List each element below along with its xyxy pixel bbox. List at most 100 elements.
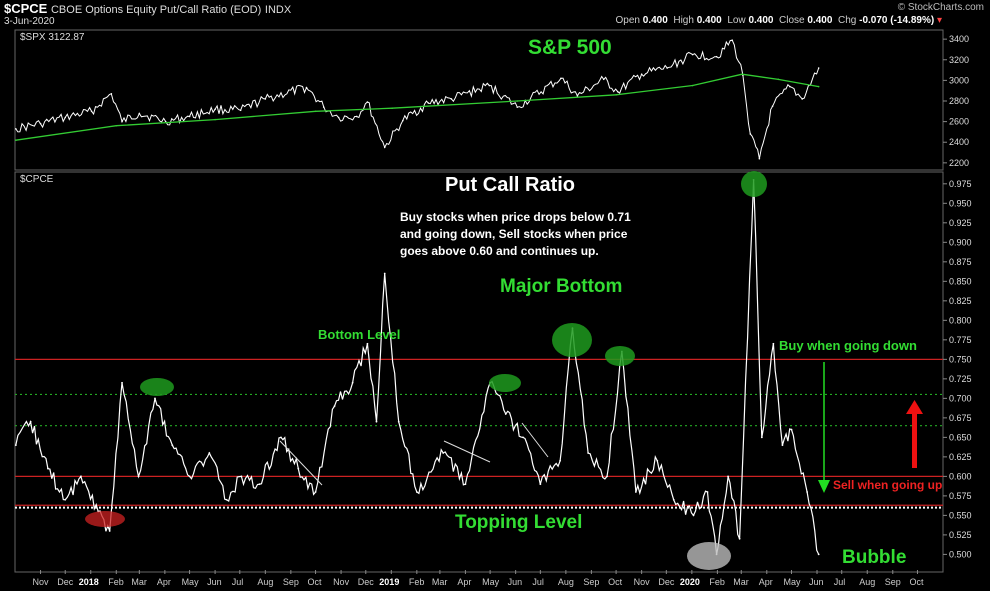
x-tick-label: May xyxy=(783,577,801,587)
red-arrow-head-icon xyxy=(906,400,923,414)
x-tick-label: Jun xyxy=(809,577,824,587)
cpce-data-point xyxy=(258,483,261,486)
spx-data-point xyxy=(801,98,803,100)
cpce-y-tick-label: 0.875 xyxy=(949,257,972,267)
cpce-panel-label: $CPCE xyxy=(20,174,54,185)
spx-data-point xyxy=(305,86,308,89)
cpce-data-point xyxy=(539,483,542,486)
major-bottom-label: Major Bottom xyxy=(500,276,622,297)
symbol-title: $CPCE CBOE Options Equity Put/Call Ratio… xyxy=(4,1,291,16)
cpce-data-point xyxy=(692,514,695,517)
chart-date: 3-Jun-2020 xyxy=(4,16,55,27)
spx-data-point xyxy=(264,98,267,100)
cpce-data-point xyxy=(559,459,562,462)
x-tick-label: Dec xyxy=(658,577,675,587)
spx-data-point xyxy=(337,116,340,119)
high-value: 0.400 xyxy=(696,15,722,26)
open-value: 0.400 xyxy=(642,15,668,26)
spx-data-point xyxy=(749,133,752,135)
cpce-data-point xyxy=(64,498,67,501)
cpce-data-point xyxy=(397,420,400,423)
spx-data-point xyxy=(640,73,643,75)
x-tick-label: Aug xyxy=(257,577,273,587)
ma-data-point xyxy=(516,100,519,102)
cpce-data-point xyxy=(606,475,608,478)
cpce-y-tick-label: 0.650 xyxy=(949,432,972,442)
cpce-data-point xyxy=(415,491,418,493)
cpce-data-point xyxy=(504,413,507,415)
green-highlight-marker xyxy=(605,346,635,366)
buy-arrow xyxy=(818,362,830,493)
cpce-data-point xyxy=(772,342,775,345)
spx-data-point xyxy=(427,102,430,104)
spx-moving-average-line xyxy=(15,73,819,141)
spx-y-tick-label: 2600 xyxy=(949,117,969,127)
spx-data-point xyxy=(771,105,774,107)
cpce-data-point xyxy=(727,475,729,478)
cpce-y-tick-label: 0.700 xyxy=(949,393,972,403)
x-tick-label: 2018 xyxy=(79,577,99,587)
down-arrow-icon: ▾ xyxy=(936,15,942,26)
ma-data-point xyxy=(15,139,17,141)
brand-logo[interactable]: © StockCharts.com xyxy=(897,2,984,13)
cpce-data-point xyxy=(464,483,467,486)
spx-data-point xyxy=(789,85,791,88)
trend-lines xyxy=(279,422,549,486)
spx-y-tick-label: 2800 xyxy=(949,96,969,106)
cpce-data-point xyxy=(14,444,17,447)
ma-data-point xyxy=(691,84,694,87)
spx-data-point xyxy=(666,67,668,69)
green-highlight-marker xyxy=(140,378,174,396)
cpce-y-tick-label: 0.725 xyxy=(949,374,972,384)
x-tick-label: Jun xyxy=(508,577,523,587)
cpce-data-point xyxy=(29,420,32,423)
green-highlight-marker xyxy=(489,374,521,392)
cpce-data-point xyxy=(154,397,156,400)
close-label: Close xyxy=(779,15,805,26)
x-tick-label: May xyxy=(482,577,500,587)
open-label: Open xyxy=(615,15,640,26)
ma-data-point xyxy=(214,118,216,121)
x-tick-label: Aug xyxy=(859,577,875,587)
cpce-data-point xyxy=(79,475,82,478)
cpce-y-tick-label: 0.850 xyxy=(949,276,972,286)
rule-text-line3: goes above 0.60 and continues up. xyxy=(400,244,599,258)
cpce-data-point xyxy=(738,537,741,540)
cpce-y-tick-label: 0.900 xyxy=(949,237,972,247)
cpce-data-point xyxy=(240,475,243,478)
cpce-panel-frame xyxy=(14,171,944,573)
spx-data-point xyxy=(602,78,605,81)
spx-data-point xyxy=(715,55,718,58)
x-tick-label: Nov xyxy=(33,577,50,587)
buy-when-label: Buy when going down xyxy=(779,338,917,353)
gray-highlight-marker xyxy=(687,542,731,570)
x-tick-label: Jul xyxy=(834,577,846,587)
spx-panel-label: $SPX 3122.87 xyxy=(20,32,85,43)
x-tick-label: Apr xyxy=(759,577,773,587)
x-tick-label: Nov xyxy=(333,577,350,587)
symbol-description: CBOE Options Equity Put/Call Ratio (EOD) xyxy=(50,4,262,16)
trend-line xyxy=(443,440,491,463)
spx-chart-title: S&P 500 xyxy=(528,36,612,59)
x-tick-label: Feb xyxy=(108,577,124,587)
ma-data-point xyxy=(115,124,118,127)
cpce-data-point xyxy=(121,381,123,384)
x-tick-label: Feb xyxy=(409,577,425,587)
cpce-data-point xyxy=(314,491,317,493)
bottom-level-label: Bottom Level xyxy=(318,327,400,342)
spx-data-point xyxy=(731,39,734,41)
x-tick-label: Jul xyxy=(232,577,244,587)
cpce-data-point xyxy=(366,342,369,345)
spx-data-point xyxy=(64,116,67,119)
red-arrow-shaft xyxy=(912,412,917,468)
cpce-data-point xyxy=(522,436,524,439)
spx-data-point xyxy=(402,119,404,122)
cpce-data-point xyxy=(225,498,228,501)
change-value: -0.070 (-14.89%) xyxy=(859,15,935,26)
x-tick-label: Sep xyxy=(583,577,599,587)
x-tick-label: Oct xyxy=(909,577,924,587)
sell-arrow xyxy=(906,400,923,468)
cpce-data-point xyxy=(790,428,793,431)
cpce-data-point xyxy=(333,405,336,408)
